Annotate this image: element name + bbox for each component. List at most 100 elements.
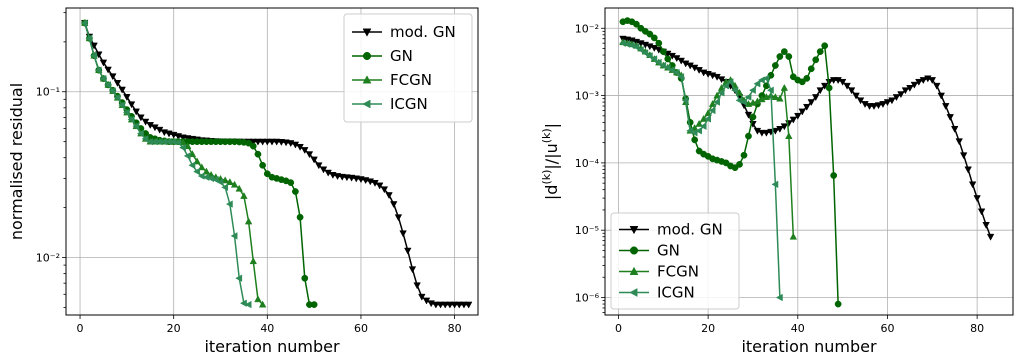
ratio-point-mod-gn bbox=[964, 166, 972, 174]
residual-point-icgn bbox=[90, 51, 97, 60]
ratio-point-mod-gn bbox=[812, 94, 820, 102]
ratio-y-axis-label: |d(k)|/|u(k)| bbox=[540, 123, 561, 200]
residual-point-mod-gn bbox=[118, 86, 126, 94]
ratio-y-label-sup: (k) bbox=[540, 128, 553, 143]
residual-legend-marker bbox=[362, 28, 372, 37]
residual-legend-label: FCGN bbox=[390, 71, 432, 89]
ratio-point-icgn bbox=[704, 115, 712, 123]
residual-point-gn bbox=[287, 179, 295, 187]
ratio-point-icgn bbox=[731, 86, 738, 94]
ratio-point-mod-gn bbox=[776, 125, 784, 133]
residual-point-icgn bbox=[244, 300, 252, 309]
residual-point-icgn bbox=[193, 167, 200, 176]
ratio-point-mod-gn bbox=[906, 85, 914, 92]
ratio-point-mod-gn bbox=[870, 103, 878, 110]
residual-point-icgn bbox=[136, 129, 144, 138]
ratio-legend-label: ICGN bbox=[657, 284, 695, 302]
ratio-series-mod-gn bbox=[619, 35, 995, 241]
ratio-point-mod-gn bbox=[897, 91, 905, 99]
ratio-point-gn bbox=[771, 62, 779, 69]
residual-point-icgn bbox=[211, 175, 219, 184]
ratio-point-mod-gn bbox=[843, 82, 851, 90]
residual-point-icgn bbox=[179, 143, 186, 152]
residual-point-mod-gn bbox=[446, 301, 454, 309]
residual-point-gn bbox=[254, 150, 262, 158]
ratio-point-mod-gn bbox=[919, 77, 928, 85]
ratio-legend-label: FCGN bbox=[657, 263, 699, 281]
ratio-point-gn bbox=[749, 113, 757, 121]
ratio-point-icgn bbox=[654, 58, 662, 67]
residual-point-gn bbox=[259, 161, 267, 169]
residual-point-mod-gn bbox=[123, 94, 131, 101]
ratio-point-icgn bbox=[753, 80, 761, 88]
residual-legend: mod. GN GN FCGN ICGN bbox=[343, 13, 473, 123]
residual-point-icgn bbox=[80, 19, 88, 27]
residual-point-fcgn bbox=[258, 300, 267, 308]
ratio-point-icgn bbox=[663, 63, 671, 72]
residual-point-fcgn bbox=[179, 138, 187, 146]
residual-legend-box bbox=[343, 13, 473, 123]
residual-legend-label: GN bbox=[390, 47, 413, 65]
residual-x-tick-label: 0 bbox=[77, 322, 84, 335]
ratio-point-fcgn bbox=[785, 132, 793, 139]
residual-point-fcgn bbox=[254, 295, 262, 303]
ratio-point-icgn bbox=[672, 68, 680, 77]
ratio-point-mod-gn bbox=[762, 129, 771, 137]
ratio-legend-item-mod-gn: mod. GN bbox=[619, 221, 723, 239]
ratio-y-tick-label: 10⁻⁵ bbox=[575, 224, 599, 237]
residual-point-icgn bbox=[108, 87, 116, 95]
residual-point-icgn bbox=[127, 115, 135, 124]
ratio-point-mod-gn bbox=[883, 99, 892, 107]
residual-point-mod-gn bbox=[90, 42, 98, 50]
residual-point-icgn bbox=[85, 34, 93, 43]
residual-point-fcgn bbox=[221, 176, 229, 184]
residual-point-icgn bbox=[216, 178, 224, 186]
ratio-point-icgn bbox=[739, 98, 747, 106]
ratio-y-label-sup: (k) bbox=[540, 170, 553, 185]
ratio-line-mod-gn bbox=[622, 37, 992, 237]
ratio-legend-marker bbox=[629, 246, 639, 255]
residual-y-tick-label: 10⁻¹ bbox=[36, 86, 60, 99]
ratio-series-icgn bbox=[618, 39, 783, 302]
ratio-point-mod-gn bbox=[789, 116, 798, 124]
ratio-point-gn bbox=[812, 56, 820, 64]
ratio-point-mod-gn bbox=[847, 87, 856, 95]
ratio-y-tick-label: 10⁻³ bbox=[575, 90, 599, 103]
residual-point-mod-gn bbox=[104, 66, 112, 74]
ratio-point-icgn bbox=[650, 55, 658, 63]
ratio-point-icgn bbox=[686, 127, 694, 135]
ratio-point-icgn bbox=[744, 93, 752, 101]
residual-legend-marker bbox=[362, 51, 372, 61]
residual-point-icgn bbox=[99, 74, 107, 83]
ratio-point-mod-gn bbox=[829, 77, 838, 85]
ratio-point-mod-gn bbox=[744, 111, 753, 119]
ratio-point-mod-gn bbox=[977, 208, 986, 216]
ratio-point-fcgn bbox=[695, 119, 703, 127]
residual-point-mod-gn bbox=[99, 59, 108, 67]
ratio-legend-marker bbox=[629, 226, 639, 235]
ratio-point-icgn bbox=[659, 61, 667, 70]
residual-ticks: 0 20 40 60 80 10⁻² 10⁻¹ bbox=[36, 12, 462, 335]
ratio-point-icgn bbox=[708, 106, 716, 115]
ratio-point-gn bbox=[798, 78, 806, 86]
residual-point-mod-gn bbox=[450, 301, 459, 309]
ratio-point-gn bbox=[659, 48, 667, 55]
residual-point-fcgn bbox=[249, 257, 257, 265]
ratio-x-tick-label: 60 bbox=[880, 322, 894, 335]
ratio-plot-frame bbox=[604, 7, 1014, 316]
ratio-point-icgn bbox=[722, 82, 729, 90]
residual-point-icgn bbox=[207, 174, 215, 183]
ratio-x-tick-label: 40 bbox=[791, 322, 805, 335]
residual-point-mod-gn bbox=[418, 293, 426, 301]
ratio-point-mod-gn bbox=[794, 112, 802, 120]
ratio-point-mod-gn bbox=[798, 108, 806, 116]
residual-point-mod-gn bbox=[385, 192, 393, 200]
ratio-point-mod-gn bbox=[879, 101, 887, 108]
residual-y-tick-label: 10⁻² bbox=[36, 252, 60, 265]
ratio-point-mod-gn bbox=[803, 103, 811, 111]
ratio-point-fcgn bbox=[708, 99, 717, 107]
residual-point-icgn bbox=[132, 122, 140, 130]
ratio-point-gn bbox=[745, 132, 752, 140]
residual-x-tick-label: 60 bbox=[354, 322, 368, 335]
